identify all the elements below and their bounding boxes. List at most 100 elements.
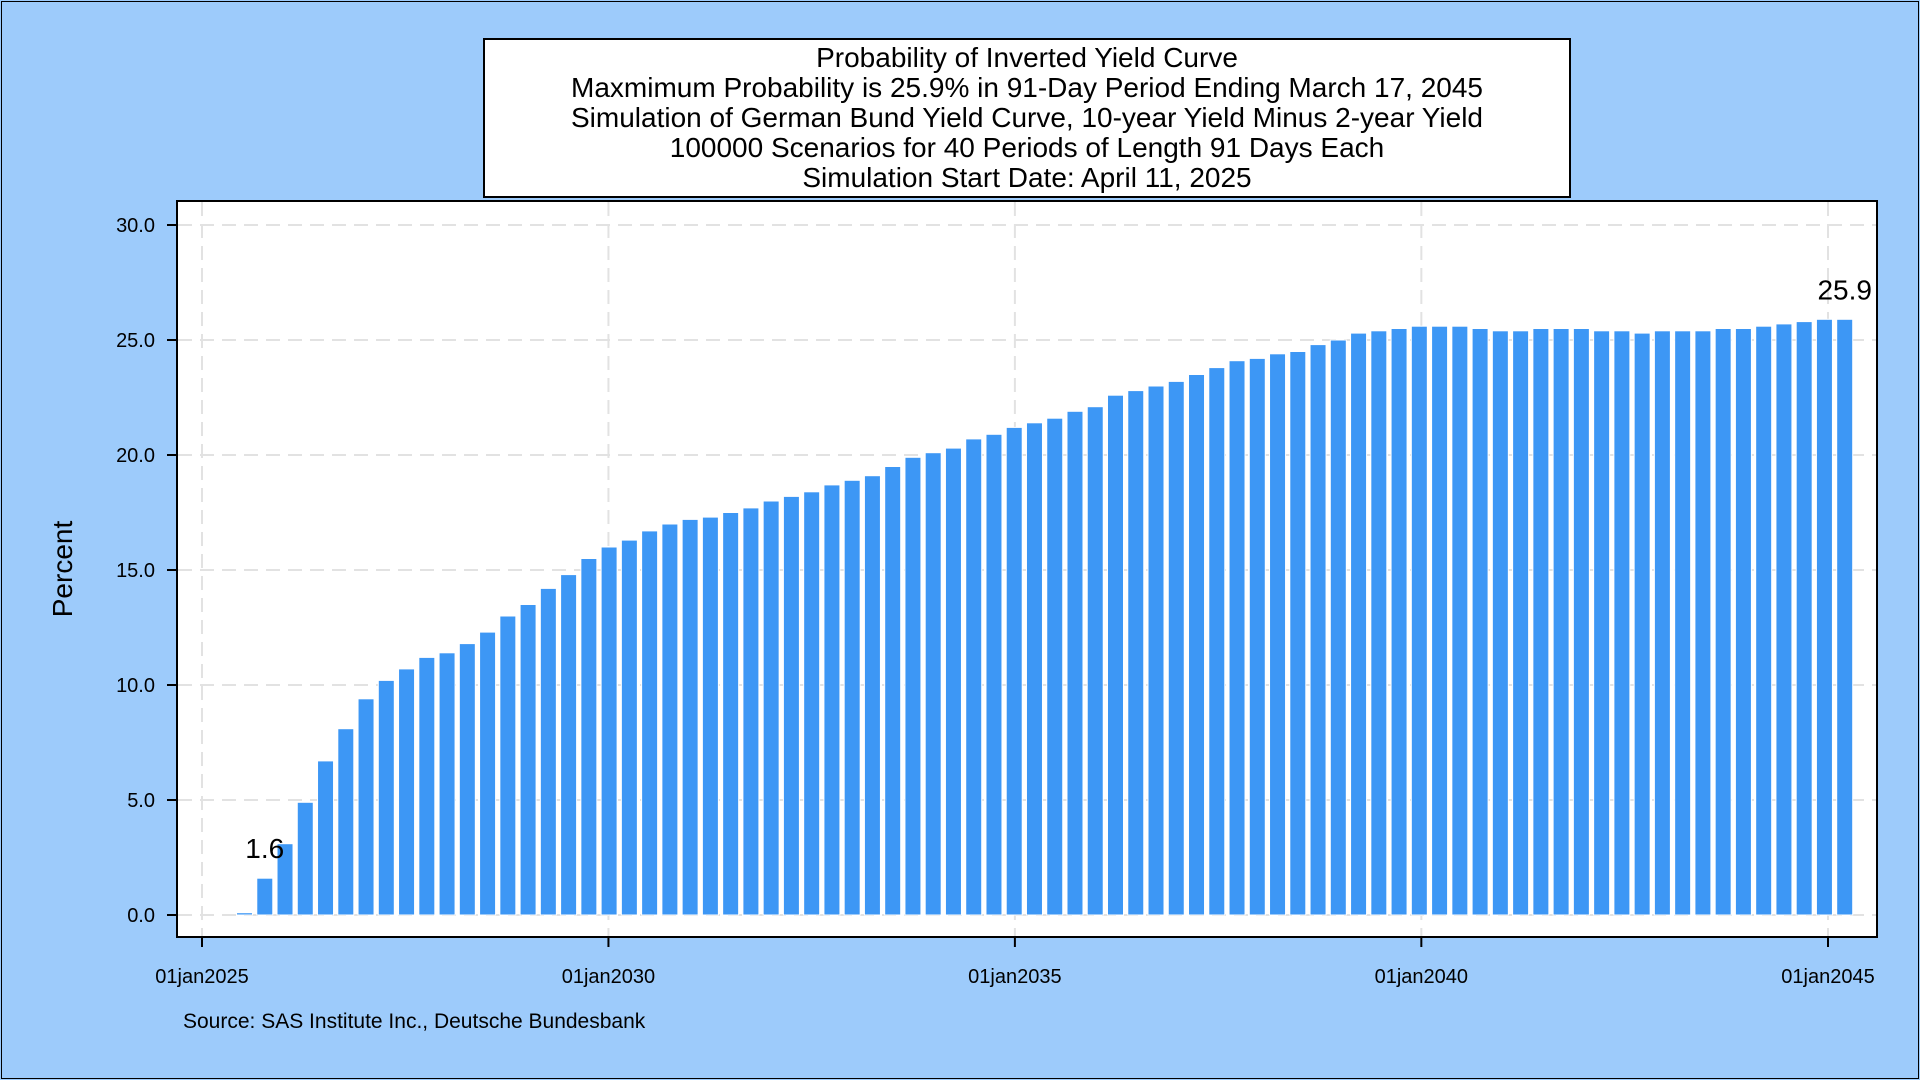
bar xyxy=(1106,394,1124,916)
bar xyxy=(1512,330,1530,916)
bar xyxy=(1188,374,1206,916)
axes-layer xyxy=(167,224,1829,947)
y-tick-label: 25.0 xyxy=(116,330,155,352)
bar xyxy=(398,668,416,916)
bar xyxy=(1815,318,1833,916)
bar xyxy=(1309,344,1327,916)
bar xyxy=(1451,325,1469,916)
bar xyxy=(742,507,760,916)
bar xyxy=(1005,426,1023,916)
bar xyxy=(1127,390,1145,916)
bar xyxy=(1269,353,1287,916)
bar xyxy=(1795,321,1813,916)
bar xyxy=(438,652,456,916)
bar-data-label: 25.9 xyxy=(1817,274,1872,305)
bar xyxy=(843,479,861,916)
bar xyxy=(782,495,800,916)
bar xyxy=(499,615,517,916)
bar xyxy=(641,530,659,916)
bar xyxy=(1228,360,1246,916)
bar xyxy=(884,466,902,916)
y-tick-label: 20.0 xyxy=(116,445,155,467)
bar xyxy=(276,843,294,916)
bar xyxy=(1755,325,1773,916)
bar xyxy=(1350,332,1368,916)
chart-title: Probability of Inverted Yield Curve xyxy=(816,42,1238,73)
bar xyxy=(377,679,395,916)
y-axis-title: Percent xyxy=(47,521,78,618)
y-tick-label: 0.0 xyxy=(127,905,155,927)
bar xyxy=(1734,328,1752,916)
bar xyxy=(1552,328,1570,916)
x-tick-label: 01jan2040 xyxy=(1375,966,1468,988)
bar xyxy=(1289,351,1307,916)
bar xyxy=(539,587,557,916)
y-tick-label: 5.0 xyxy=(127,790,155,812)
bar xyxy=(1167,380,1185,916)
bar xyxy=(236,912,254,916)
bar xyxy=(1025,422,1043,916)
bar xyxy=(722,512,740,916)
bar xyxy=(479,631,497,916)
bar xyxy=(337,728,355,916)
bar xyxy=(317,760,335,916)
y-tick-label: 15.0 xyxy=(116,560,155,582)
bars-layer xyxy=(236,318,1854,916)
x-tick-label: 01jan2030 xyxy=(562,966,655,988)
bar xyxy=(1329,339,1347,916)
bar xyxy=(256,877,274,916)
source-note: Source: SAS Institute Inc., Deutsche Bun… xyxy=(183,1010,646,1033)
bar xyxy=(1694,330,1712,916)
bar xyxy=(1208,367,1226,916)
bar xyxy=(1572,328,1590,916)
bar xyxy=(904,456,922,916)
bar xyxy=(418,656,436,916)
chart-subtitle-2: Simulation of German Bund Yield Curve, 1… xyxy=(570,102,1484,133)
bar xyxy=(1674,330,1692,916)
bar xyxy=(1390,328,1408,916)
bar xyxy=(560,574,578,916)
bar xyxy=(823,484,841,916)
bar xyxy=(1066,410,1084,916)
x-tick-label: 01jan2045 xyxy=(1781,966,1874,988)
bar xyxy=(1653,330,1671,916)
bar xyxy=(1471,328,1489,916)
bar xyxy=(1046,417,1064,916)
y-tick-label: 30.0 xyxy=(116,215,155,237)
chart-subtitle-4: Simulation Start Date: April 11, 2025 xyxy=(802,162,1252,193)
bar xyxy=(762,500,780,916)
bar xyxy=(1532,328,1550,916)
chart-subtitle-3: 100000 Scenarios for 40 Periods of Lengt… xyxy=(669,132,1385,163)
bar xyxy=(1491,330,1509,916)
bar xyxy=(1836,318,1854,916)
bar xyxy=(1410,325,1428,916)
bar xyxy=(519,604,537,916)
bar xyxy=(1147,385,1165,916)
chart-subtitle-1: Maxmimum Probability is 25.9% in 91-Day … xyxy=(571,72,1483,103)
bar xyxy=(580,558,598,916)
bar xyxy=(1431,325,1449,916)
bar xyxy=(600,546,618,916)
bar xyxy=(985,433,1003,916)
bar xyxy=(681,518,699,916)
bar xyxy=(863,475,881,916)
bar xyxy=(296,801,314,916)
bar xyxy=(803,491,821,916)
bar xyxy=(1248,357,1266,916)
chart-title-box: Probability of Inverted Yield Curve Maxm… xyxy=(483,38,1571,198)
bar xyxy=(1370,330,1388,916)
bar xyxy=(661,523,679,916)
bar xyxy=(357,698,375,916)
bar xyxy=(701,516,719,916)
bar xyxy=(458,643,476,916)
bar-data-label: 1.6 xyxy=(245,833,284,864)
bar xyxy=(1086,406,1104,916)
bar xyxy=(965,438,983,916)
bar xyxy=(1633,332,1651,916)
x-tick-label: 01jan2025 xyxy=(155,966,248,988)
y-tick-label: 10.0 xyxy=(116,675,155,697)
labels-layer: 0.0 5.0 10.0 15.0 20.0 25.0 30.0 01jan2025 01jan… xyxy=(116,215,1875,988)
bar xyxy=(620,539,638,916)
bar xyxy=(944,447,962,916)
